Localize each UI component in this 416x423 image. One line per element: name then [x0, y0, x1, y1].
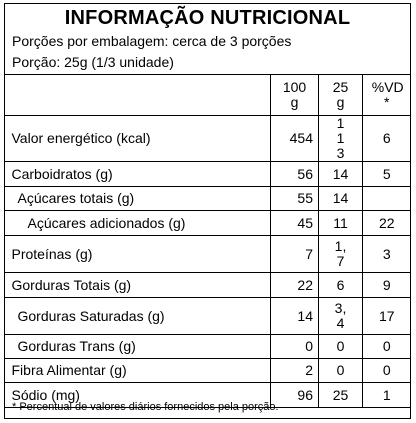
header-per100: 100 g: [270, 74, 319, 116]
table-row: Proteínas (g) 7 1,7 3: [3, 235, 411, 273]
value-per100: 45: [270, 210, 319, 236]
header-vd: %VD *: [362, 74, 411, 116]
value-per25: 0: [318, 358, 363, 383]
value-per100: 454: [270, 115, 319, 162]
value-vd: 3: [362, 235, 411, 273]
value-per25-text: 14: [332, 165, 349, 182]
value-per25-text: 0: [336, 362, 345, 378]
value-per25: 14: [318, 161, 363, 187]
table-row: Gorduras Saturadas (g) 14 3,4 17: [3, 297, 411, 335]
value-per25-text: 1,7: [334, 238, 347, 269]
table-row: Gorduras Totais (g) 22 6 9: [3, 272, 411, 298]
value-per25: 25: [318, 382, 363, 408]
table-header-row: 100 g 25 g %VD *: [3, 74, 411, 116]
value-per25-text: 6: [336, 276, 345, 293]
value-per100: 55: [270, 186, 319, 211]
value-vd: 1: [362, 382, 411, 408]
value-per25-text: 113: [336, 115, 345, 161]
value-per25-text: 25: [332, 386, 349, 403]
value-per100: 7: [270, 235, 319, 273]
nutrient-name: Fibra Alimentar (g): [3, 358, 271, 383]
header-empty-cell: [3, 74, 271, 116]
table-row: Açúcares totais (g) 55 14: [3, 186, 411, 211]
nutrient-name: Carboidratos (g): [3, 161, 271, 187]
footnote: * Percentual de valores diários fornecid…: [12, 401, 279, 413]
value-per25-text: 3,4: [334, 300, 347, 331]
nutrition-table: 100 g 25 g %VD * Valor energético (kcal)…: [3, 74, 411, 408]
value-vd: 0: [362, 358, 411, 383]
table-row: Gorduras Trans (g) 0 0 0: [3, 334, 411, 359]
nutrient-name: Proteínas (g): [3, 235, 271, 273]
value-per25-text: 14: [332, 190, 349, 206]
value-per25: 113: [318, 115, 363, 162]
value-per25: 3,4: [318, 297, 363, 335]
table-row: Sódio (mg) 96 25 1: [3, 382, 411, 408]
header-per25: 25 g: [318, 74, 363, 116]
value-vd: 6: [362, 115, 411, 162]
table-row: Açúcares adicionados (g) 45 11 22: [3, 210, 411, 236]
nutrient-name: Gorduras Saturadas (g): [3, 297, 271, 335]
nutrient-name: Valor energético (kcal): [3, 115, 271, 162]
serving-size: Porção: 25g (1/3 unidade): [12, 54, 174, 70]
value-vd: [362, 186, 411, 211]
value-per100: 22: [270, 272, 319, 298]
value-per100: 14: [270, 297, 319, 335]
value-per100: 56: [270, 161, 319, 187]
value-vd: 5: [362, 161, 411, 187]
value-per100: 0: [270, 334, 319, 359]
nutrient-name: Sódio (mg): [3, 382, 271, 408]
value-per25: 6: [318, 272, 363, 298]
nutrient-name: Gorduras Trans (g): [3, 334, 271, 359]
value-per25: 14: [318, 186, 363, 211]
value-per25: 1,7: [318, 235, 363, 273]
value-vd: 0: [362, 334, 411, 359]
value-per100: 96: [270, 382, 319, 408]
nutrient-name: Açúcares totais (g): [3, 186, 271, 211]
value-vd: 22: [362, 210, 411, 236]
value-per25-text: 0: [336, 338, 345, 354]
value-per25: 0: [318, 334, 363, 359]
value-per25-text: 11: [333, 214, 348, 231]
value-vd: 9: [362, 272, 411, 298]
nutrition-label: INFORMAÇÃO NUTRICIONAL Porções por embal…: [3, 3, 411, 419]
servings-per-package: Porções por embalagem: cerca de 3 porçõe…: [12, 33, 292, 49]
label-title: INFORMAÇÃO NUTRICIONAL: [64, 7, 351, 29]
value-per100: 2: [270, 358, 319, 383]
table-row: Valor energético (kcal) 454 113 6: [3, 115, 411, 162]
value-vd: 17: [362, 297, 411, 335]
value-per25: 11: [318, 210, 363, 236]
table-row: Fibra Alimentar (g) 2 0 0: [3, 358, 411, 383]
nutrient-name: Açúcares adicionados (g): [3, 210, 271, 236]
nutrient-name: Gorduras Totais (g): [3, 272, 271, 298]
table-row: Carboidratos (g) 56 14 5: [3, 161, 411, 187]
